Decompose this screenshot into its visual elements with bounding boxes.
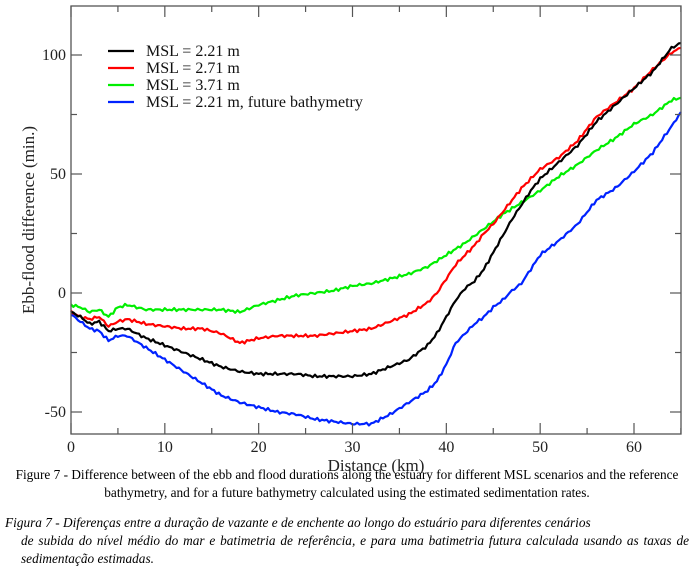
legend-label-2: MSL = 2.71 m [146,60,240,77]
series-line-4 [70,111,682,427]
x-axis-title: Distance (km) [328,456,425,475]
axes: 0 10 20 30 40 50 60 -50 0 50 100 [42,5,682,456]
y-axis-title: Ebb-flood difference (min.) [19,126,38,314]
y-tick-label: -50 [45,404,66,421]
caption-pt-line1: Figura 7 - Diferenças entre a duração de… [5,515,591,530]
y-tick-label: 0 [58,285,66,302]
y-tick-label: 50 [50,166,66,183]
x-tick-label: 30 [345,439,361,456]
legend-label-3: MSL = 3.71 m [146,77,240,94]
series-line-1 [70,42,682,379]
y-tick-label: 100 [42,47,66,64]
plot-frame [70,5,682,435]
x-tick-label: 10 [157,439,173,456]
series-layer [70,42,682,427]
legend-label-4: MSL = 2.21 m, future bathymetry [146,94,363,111]
x-tick-label: 50 [532,439,548,456]
x-tick-label: 40 [438,439,454,456]
series-line-3 [70,96,682,318]
x-tick-label: 60 [626,439,642,456]
x-tick-label: 0 [67,439,75,456]
figure-caption-portuguese: Figura 7 - Diferenças entre a duração de… [0,514,689,568]
figure-caption-english: Figure 7 - Difference between of the ebb… [15,467,679,500]
series-line-2 [70,46,682,345]
caption-pt-rest: de subida do nível médio do mar e batime… [21,533,689,566]
legend-label-1: MSL = 2.21 m [146,43,240,60]
x-tick-label: 20 [251,439,267,456]
